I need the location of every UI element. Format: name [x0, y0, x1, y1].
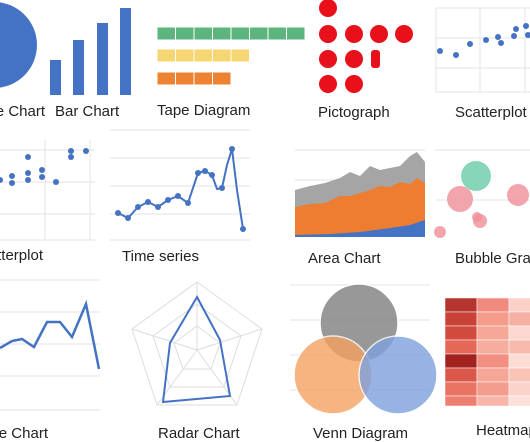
scatter-thumbnail [0, 140, 95, 241]
bar-thumbnail [50, 8, 131, 95]
tile-label[interactable]: Area Chart [308, 250, 381, 267]
tile-label[interactable]: Pictograph [318, 104, 390, 121]
tile-label[interactable]: Radar Chart [158, 425, 241, 442]
tile-label[interactable]: Scatterplot [455, 104, 528, 121]
tile-label[interactable]: Pie Chart [0, 103, 46, 120]
venn-thumbnail [290, 283, 438, 415]
line-thumbnail [0, 279, 101, 411]
tile-label[interactable]: Scatterplot [0, 247, 44, 264]
heatmap-thumbnail [444, 297, 530, 407]
pictograph-thumbnail [319, 0, 413, 93]
time-series-thumbnail [110, 129, 250, 241]
tile-label[interactable]: Tape Diagram [157, 102, 250, 119]
bubble-thumbnail [434, 149, 530, 238]
tile-label[interactable]: Line Chart [0, 425, 49, 442]
tile-label[interactable]: Bubble Graph [455, 250, 530, 267]
area-thumbnail [295, 149, 425, 237]
scatter-thumbnail [435, 7, 530, 93]
radar-thumbnail [131, 281, 263, 406]
tile-label[interactable]: Time series [122, 248, 199, 265]
pie-thumbnail [0, 2, 37, 88]
tile-label[interactable]: Heatmap [476, 422, 530, 439]
tile-label[interactable]: Bar Chart [55, 103, 120, 120]
tape-thumbnail [156, 26, 306, 86]
tile-label[interactable]: Venn Diagram [313, 425, 408, 442]
